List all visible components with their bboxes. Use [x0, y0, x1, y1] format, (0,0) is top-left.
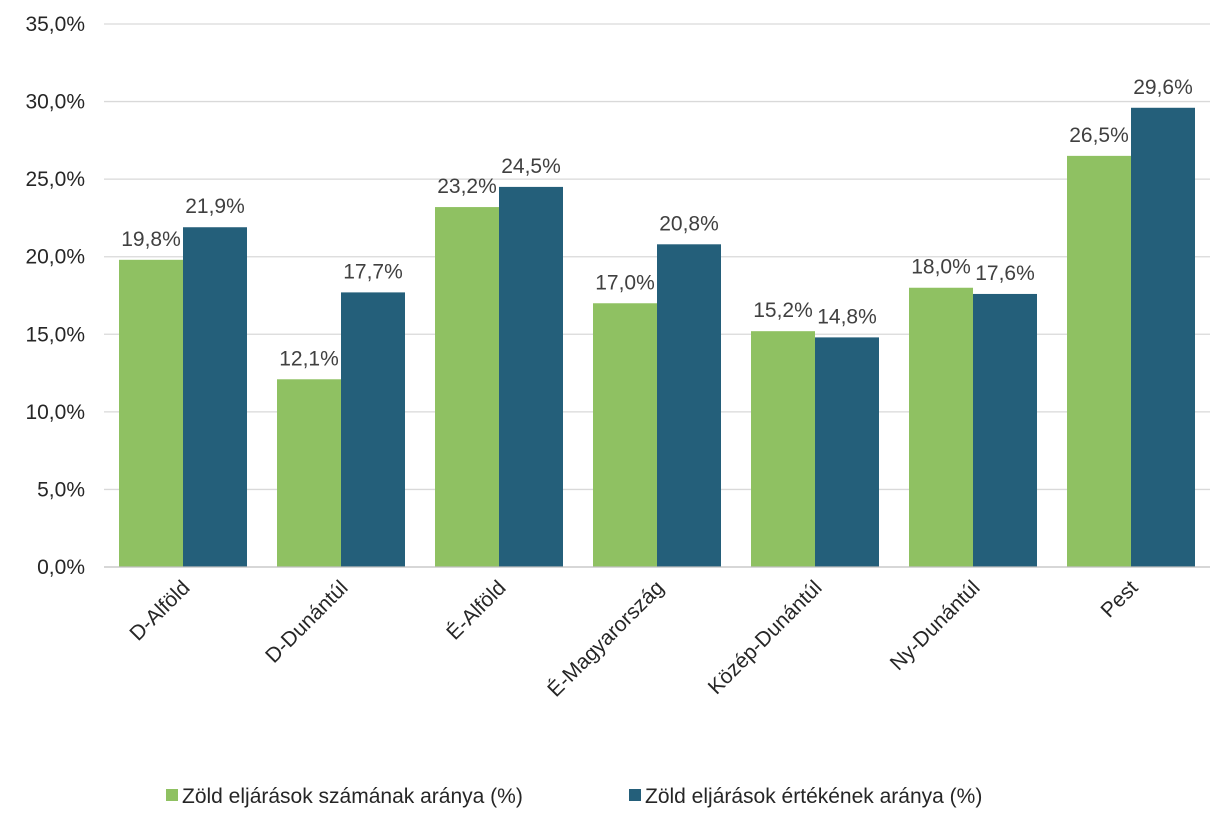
x-category-label: É-Alföld	[442, 576, 510, 644]
x-category-label: Ny-Dunántúl	[886, 576, 985, 675]
data-label: 21,9%	[185, 195, 245, 218]
data-label: 18,0%	[911, 256, 971, 279]
data-label: 17,0%	[595, 271, 655, 294]
x-category-label: É-Magyarország	[543, 576, 668, 701]
y-tick-label: 0,0%	[37, 556, 85, 579]
legend-label: Zöld eljárások számának aránya (%)	[182, 785, 523, 808]
bar-series-1	[277, 379, 341, 567]
data-label: 12,1%	[279, 347, 339, 370]
data-label: 17,6%	[975, 262, 1035, 285]
bar-series-2	[973, 293, 1037, 567]
bar-series-1	[593, 303, 657, 567]
y-tick-label: 30,0%	[25, 91, 85, 114]
bar-series-2	[657, 244, 721, 567]
data-label: 24,5%	[501, 155, 561, 178]
legend-label: Zöld eljárások értékének aránya (%)	[645, 785, 982, 808]
data-label: 23,2%	[437, 175, 497, 198]
bar-series-2	[1131, 107, 1195, 567]
y-tick-label: 15,0%	[25, 323, 85, 346]
legend-swatch	[629, 789, 641, 801]
bar-series-1	[909, 287, 973, 567]
bar-series-1	[751, 331, 815, 567]
data-labels: 19,8%21,9% 12,1% 17,7% 23,2%24,5% 17,0% 20,8%…	[121, 76, 1193, 370]
bar-series-1	[435, 207, 499, 567]
x-category-label: Közép-Dunántúl	[704, 576, 827, 699]
y-tick-label: 5,0%	[37, 478, 85, 501]
y-axis-tick-labels: 0,0% 5,0% 10,0% 15,0% 20,0% 25,0% 30,0% 35,0%	[25, 13, 85, 579]
y-tick-label: 20,0%	[25, 246, 85, 269]
bar-series-1	[1067, 155, 1131, 567]
data-label: 20,8%	[659, 212, 719, 235]
bar-series-2	[815, 337, 879, 567]
y-tick-label: 10,0%	[25, 401, 85, 424]
x-category-label: D-Alföld	[125, 576, 194, 645]
data-label: 19,8%	[121, 228, 181, 251]
data-label: 15,2%	[753, 299, 813, 322]
x-axis-category-labels: D-Alföld D-Dunántúl É-Alföld É-Magyarország…	[125, 576, 1142, 701]
bar-series-2	[183, 227, 247, 568]
bar-series-1	[119, 259, 183, 567]
data-label: 14,8%	[817, 305, 877, 328]
y-tick-label: 25,0%	[25, 168, 85, 191]
x-category-label: Pest	[1097, 576, 1143, 622]
y-tick-label: 35,0%	[25, 13, 85, 36]
bar-series-2	[499, 186, 563, 567]
bars	[119, 107, 1195, 568]
data-label: 26,5%	[1069, 124, 1129, 147]
x-category-label: D-Dunántúl	[261, 576, 352, 667]
legend-swatch	[166, 789, 178, 801]
data-label: 17,7%	[343, 260, 403, 283]
data-label: 29,6%	[1133, 76, 1193, 99]
bar-series-2	[341, 292, 405, 567]
legend: Zöld eljárások számának aránya (%) Zöld e…	[166, 785, 982, 808]
